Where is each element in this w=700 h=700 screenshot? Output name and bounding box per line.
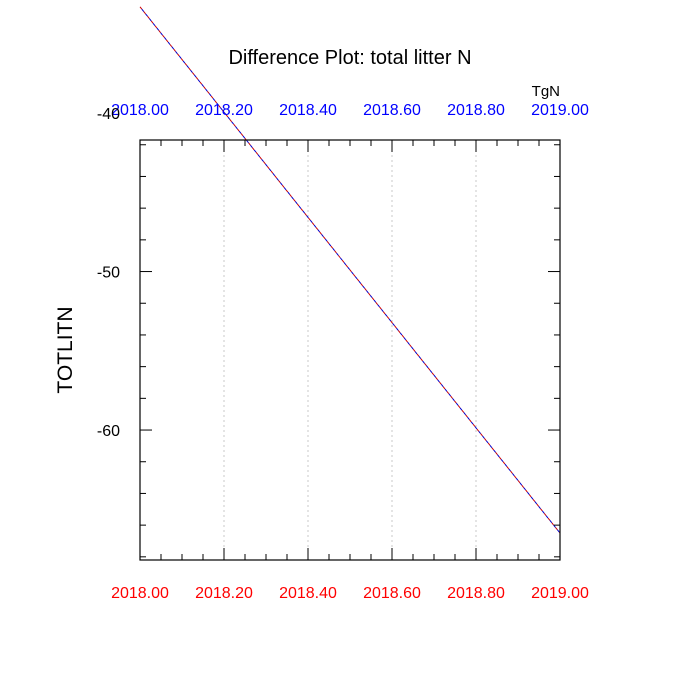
y-tick-label: -50 (97, 265, 120, 282)
x-tick-label-bottom: 2018.60 (363, 585, 421, 602)
units-label: TgN (532, 83, 560, 100)
x-tick-label-top: 2018.40 (279, 102, 337, 119)
series-line-1 (139, 6, 561, 534)
x-tick-label-bottom: 2018.80 (447, 585, 505, 602)
plot-frame (139, 139, 561, 561)
axis-ticks (139, 140, 561, 560)
y-tick-label: -40 (97, 106, 120, 123)
x-tick-label-bottom: 2018.40 (279, 585, 337, 602)
x-tick-label-bottom: 2018.00 (111, 585, 169, 602)
y-axis-label: TOTLITN (54, 306, 77, 393)
tick-labels: 2018.00 2018.20 2018.40 2018.60 2018.80 2019.… (97, 102, 589, 602)
x-tick-label-top: 2018.20 (195, 102, 253, 119)
x-tick-label-top: 2019.00 (531, 102, 589, 119)
x-tick-label-bottom: 2019.00 (531, 585, 589, 602)
x-tick-label-top: 2018.00 (111, 102, 169, 119)
x-tick-label-bottom: 2018.20 (195, 585, 253, 602)
chart-title: Difference Plot: total litter N (228, 47, 471, 69)
series-layer (139, 6, 561, 534)
x-grid (223, 140, 477, 560)
series-line-2 (139, 6, 561, 534)
y-tick-label: -60 (97, 423, 120, 440)
x-tick-label-top: 2018.60 (363, 102, 421, 119)
x-tick-label-top: 2018.80 (447, 102, 505, 119)
